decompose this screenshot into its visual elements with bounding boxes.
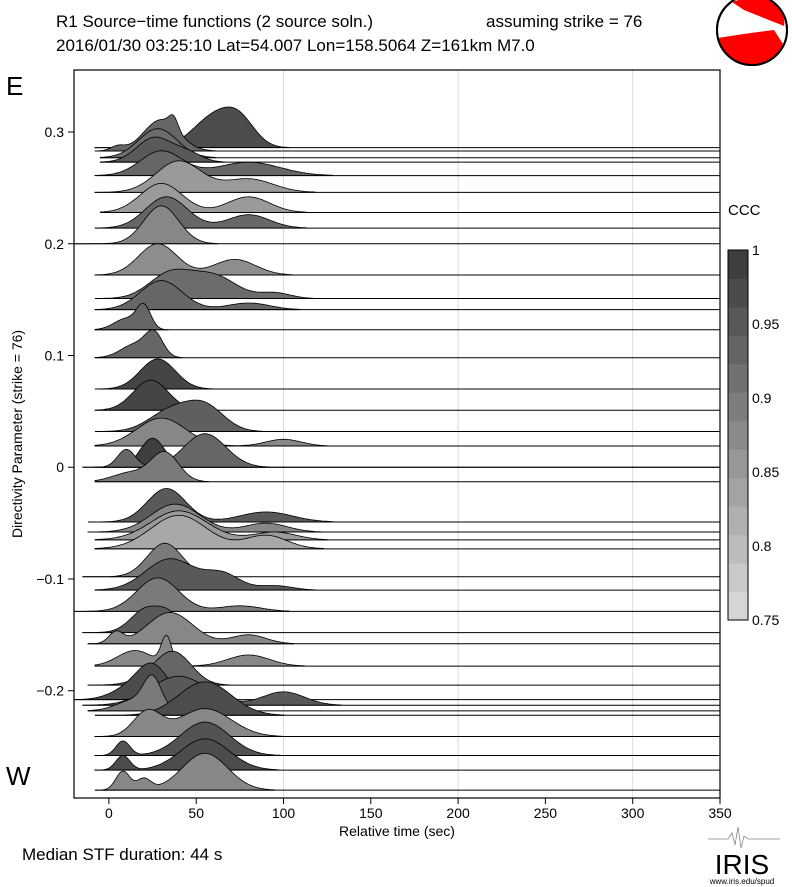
plot-frame: [73, 69, 721, 799]
colorbar-title: CCC: [728, 202, 761, 219]
event-info: 2016/01/30 03:25:10 Lat=54.007 Lon=158.5…: [56, 36, 535, 55]
stf-fill: [93, 738, 279, 771]
colorbar-tick-label: 1: [752, 242, 760, 258]
y-tick-label: 0.2: [45, 236, 65, 252]
stf-fill: [94, 243, 293, 276]
strike-note: assuming strike = 76: [486, 12, 642, 31]
stf-fill: [94, 514, 325, 550]
stf-fill: [93, 106, 290, 149]
stf-trace: [94, 752, 720, 791]
x-axis-label: Relative time (sec): [339, 823, 455, 839]
x-tick-label: 50: [188, 805, 204, 821]
colorbar-level: [728, 563, 748, 593]
stf-trace: [73, 577, 720, 612]
colorbar-level: [728, 250, 748, 279]
stf-trace: [94, 302, 720, 331]
x-tick-label: 0: [105, 805, 113, 821]
median-duration: Median STF duration: 44 s: [22, 845, 222, 864]
stf-fill: [94, 160, 316, 193]
stf-trace: [94, 329, 720, 359]
stf-trace: [93, 433, 720, 468]
iris-logo: IRIS www.iris.edu/spud: [708, 826, 780, 886]
colorbar-level: [728, 506, 748, 536]
stf-trace: [73, 205, 720, 245]
stf-fill: [87, 612, 295, 645]
colorbar-tick-label: 0.8: [752, 538, 772, 554]
stf-fill: [73, 577, 290, 612]
y-tick-label: 0: [56, 459, 64, 475]
colorbar-level: [728, 335, 748, 365]
stf-trace: [94, 451, 720, 483]
stf-trace: [94, 280, 720, 311]
y-tick-label: 0.1: [45, 348, 65, 364]
chart-title: R1 Source−time functions (2 source soln.…: [56, 12, 373, 31]
colorbar-level: [728, 278, 748, 308]
colorbar-level: [728, 591, 748, 621]
east-label: E: [6, 71, 23, 101]
colorbar-tick-label: 0.85: [752, 464, 779, 480]
stf-fill: [94, 451, 209, 483]
stf-fill: [93, 721, 281, 756]
stf-trace: [94, 634, 720, 667]
stf-trace: [94, 399, 720, 432]
iris-url: www.iris.edu/spud: [709, 877, 774, 886]
x-tick-label: 200: [446, 805, 470, 821]
colorbar-level: [728, 306, 748, 336]
x-tick-label: 250: [534, 805, 558, 821]
stf-fill: [93, 708, 283, 737]
stf-trace: [94, 160, 720, 193]
y-axis-label: Directivity Parameter (strike = 76): [9, 330, 25, 538]
colorbar-level: [728, 363, 748, 393]
colorbar-level: [728, 392, 748, 422]
y-tick-label: 0.3: [45, 124, 65, 140]
stf-fill: [94, 280, 300, 311]
stf-trace: [87, 612, 720, 645]
colorbar-level: [728, 534, 748, 564]
colorbar-tick-label: 0.75: [752, 612, 779, 628]
stf-fill: [94, 634, 305, 667]
stf-trace: [94, 358, 720, 390]
stf-fill: [94, 329, 183, 359]
x-tick-label: 150: [359, 805, 383, 821]
stf-fill: [94, 399, 264, 432]
stf-fill: [94, 302, 169, 331]
colorbar-tick-label: 0.9: [752, 390, 772, 406]
beachball-icon: [716, 0, 788, 66]
x-tick-label: 100: [272, 805, 296, 821]
iris-logo-text: IRIS: [715, 849, 769, 880]
x-tick-label: 300: [621, 805, 645, 821]
colorbar-frame: [727, 249, 749, 621]
west-label: W: [6, 761, 31, 791]
stf-fill: [94, 150, 333, 176]
y-tick-label: −0.2: [36, 683, 64, 699]
colorbar-level: [728, 420, 748, 450]
stf-fill: [93, 433, 271, 468]
stf-trace: [94, 514, 720, 550]
colorbar-level: [728, 477, 748, 507]
stf-fill: [87, 488, 335, 523]
colorbar-tick-label: 0.95: [752, 316, 779, 332]
x-tick-label: 350: [708, 805, 732, 821]
stf-fill: [94, 752, 276, 791]
colorbar-level: [728, 449, 748, 479]
stf-trace: [94, 268, 720, 300]
stf-fill: [94, 358, 213, 390]
stf-trace: [99, 136, 720, 163]
stf-fill: [99, 136, 225, 163]
y-tick-label: −0.1: [36, 571, 64, 587]
